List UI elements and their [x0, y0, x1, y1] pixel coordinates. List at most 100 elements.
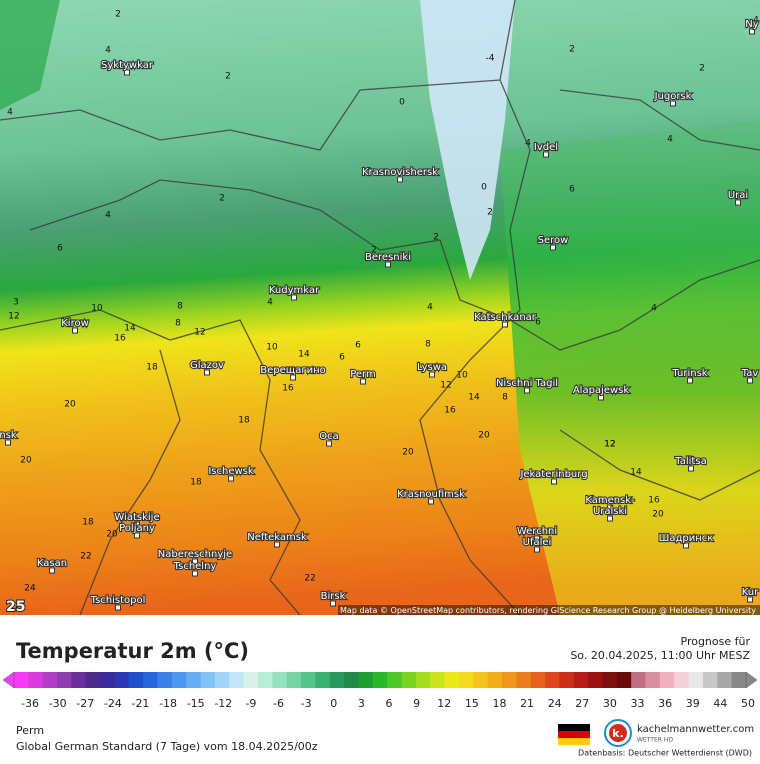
contour-label: 14 — [124, 324, 136, 334]
color-swatch — [372, 672, 388, 688]
city-label: Jekaterinburg — [519, 469, 587, 480]
location: Perm — [16, 724, 44, 737]
corner-value: 25 — [6, 599, 25, 615]
tick-label: 15 — [465, 697, 479, 710]
color-swatch — [530, 672, 546, 688]
color-swatch — [387, 672, 403, 688]
city-label: Jugorsk — [654, 91, 692, 102]
city-marker — [204, 369, 210, 376]
color-swatch — [573, 672, 589, 688]
color-swatch — [401, 672, 417, 688]
contour-label: 8 — [502, 393, 508, 403]
color-swatch — [85, 672, 101, 688]
city-marker — [397, 176, 403, 183]
city-marker — [551, 478, 557, 485]
color-swatch — [28, 672, 44, 688]
contour-label: 12 — [604, 440, 615, 450]
color-swatch — [229, 672, 245, 688]
color-swatch — [171, 672, 187, 688]
tick-label: -12 — [214, 697, 232, 710]
contour-label: 3 — [13, 298, 19, 308]
city-marker — [326, 440, 332, 447]
attribution: Map data © OpenStreetMap contributors, r… — [340, 606, 756, 615]
contour-label: 2 — [569, 45, 575, 55]
contour-label: 20 — [402, 448, 414, 458]
contour-label: 12 — [440, 381, 451, 391]
color-swatch — [315, 672, 331, 688]
color-swatch — [344, 672, 359, 688]
city-label: Werchni — [517, 526, 557, 537]
tick-label: -21 — [131, 697, 149, 710]
city-label: Lyswa — [417, 362, 447, 373]
city-label: Katschkanar — [474, 312, 537, 323]
color-swatch — [502, 672, 517, 688]
contour-label: 2 — [699, 64, 705, 74]
color-swatch — [243, 672, 259, 688]
contour-label: 8 — [177, 302, 183, 312]
city-label: Uralski — [593, 506, 627, 517]
contour-label: 20 — [20, 456, 32, 466]
color-swatch — [616, 672, 632, 688]
tick-label: 24 — [548, 697, 562, 710]
city-marker — [670, 100, 676, 107]
city-label: Urai — [728, 190, 748, 201]
city-label: Glazov — [190, 360, 224, 371]
tick-label: -6 — [273, 697, 284, 710]
city-label: Perm — [350, 369, 376, 380]
contour-label: 2 — [115, 10, 121, 20]
city-marker — [428, 498, 434, 505]
contour-label: 2 — [225, 72, 231, 82]
contour-label: 16 — [648, 496, 660, 506]
color-swatch — [674, 672, 690, 688]
contour-label: 6 — [339, 353, 345, 363]
city-label: Оса — [319, 431, 339, 442]
contour-label: 18 — [190, 478, 202, 488]
city-marker — [291, 294, 297, 301]
warm-area — [0, 0, 60, 110]
color-swatch — [516, 672, 532, 688]
contour-label: 8 — [175, 319, 181, 329]
contour-label: -4 — [486, 54, 495, 64]
city-marker — [735, 199, 741, 206]
contour-label: 10 — [456, 371, 468, 381]
city-label: Верещагино — [260, 365, 325, 376]
city-label: Krasnoufimsk — [397, 489, 465, 500]
tick-label: 27 — [575, 697, 589, 710]
tick-label: 39 — [686, 697, 700, 710]
city-marker — [192, 558, 198, 565]
city-label: Kudymkar — [269, 285, 320, 296]
data-source: Datenbasis: Deutscher Wetterdienst (DWD) — [578, 749, 752, 758]
color-swatch — [487, 672, 503, 688]
contour-label: 20 — [652, 510, 664, 520]
color-swatch — [272, 672, 288, 688]
color-swatch — [42, 672, 58, 688]
color-swatch — [645, 672, 661, 688]
city-label: Nischni Tagil — [496, 378, 558, 389]
color-bar — [2, 671, 758, 689]
city-marker — [688, 465, 694, 472]
tick-label: 12 — [437, 697, 451, 710]
city-label: Ischewsk — [208, 466, 254, 477]
tick-label: 18 — [492, 697, 506, 710]
contour-label: 4 — [667, 135, 673, 145]
city-label: Poljany — [119, 523, 155, 534]
color-swatch — [71, 672, 87, 688]
city-label: Tschelny — [173, 561, 217, 572]
color-swatch — [143, 672, 159, 688]
color-swatch — [100, 672, 115, 688]
tick-label: 9 — [413, 697, 420, 710]
city-marker — [429, 371, 435, 378]
tick-label: 50 — [741, 697, 755, 710]
color-swatch — [430, 672, 446, 688]
color-swatch — [214, 672, 230, 688]
contour-label: 22 — [80, 552, 91, 562]
color-swatch — [473, 672, 489, 688]
city-label: Ny — [745, 19, 758, 30]
city-marker — [192, 570, 198, 577]
contour-label: 10 — [91, 304, 103, 314]
city-label: Syktywkar — [101, 60, 154, 71]
city-marker — [524, 387, 530, 394]
color-swatch — [415, 672, 431, 688]
tick-label: -36 — [21, 697, 39, 710]
city-label: Kirow — [61, 318, 89, 329]
